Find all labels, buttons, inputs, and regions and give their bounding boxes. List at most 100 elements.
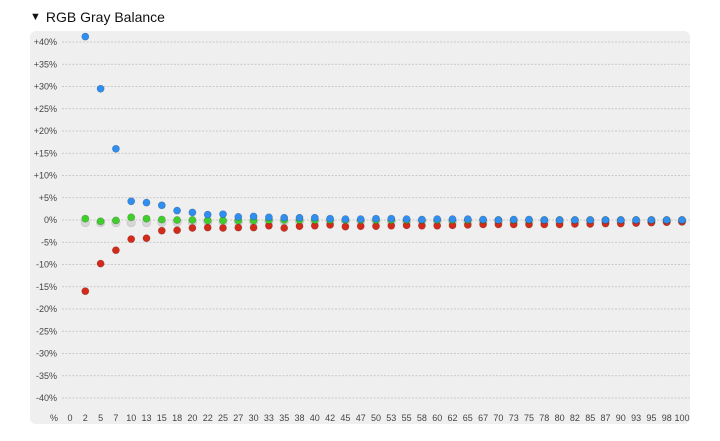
- green-point: [96, 217, 105, 226]
- red-point: [112, 246, 120, 255]
- x-tick-label: 98: [662, 413, 672, 423]
- blue-point: [142, 198, 151, 207]
- y-tick-label: -5%: [41, 237, 57, 247]
- x-tick-label: 5: [98, 413, 103, 423]
- y-tick-label: +10%: [34, 171, 57, 181]
- red-point: [341, 222, 350, 231]
- y-tick-label: +25%: [34, 104, 57, 114]
- y-tick-label: +15%: [34, 148, 57, 158]
- blue-point: [540, 216, 549, 224]
- x-tick-label: 82: [570, 413, 580, 423]
- x-axis-ticks: % 0 2 5 7 10 13 15 18 20 22 25 27 30 33 35 38 40 42 45 47 50 5…: [50, 413, 690, 423]
- x-tick-label: 15: [157, 413, 167, 423]
- y-tick-label: -35%: [36, 371, 57, 381]
- blue-point: [127, 197, 136, 206]
- blue-point: [310, 213, 319, 222]
- blue-point: [157, 201, 166, 210]
- x-tick-label: 73: [509, 413, 519, 423]
- blue-point: [616, 216, 625, 224]
- red-point: [219, 224, 227, 232]
- red-point: [234, 223, 243, 232]
- x-tick-label: 50: [371, 413, 381, 423]
- red-point: [188, 224, 197, 232]
- blue-point: [81, 32, 90, 41]
- y-tick-label: +30%: [34, 82, 57, 92]
- x-tick-label: 75: [524, 413, 534, 423]
- blue-point: [417, 215, 426, 224]
- red-point: [280, 224, 289, 232]
- green-point: [127, 213, 136, 222]
- x-tick-label: 58: [417, 413, 427, 423]
- y-tick-label: +5%: [39, 193, 57, 203]
- blue-point: [463, 215, 472, 224]
- blue-point: [509, 215, 518, 224]
- section-header-toggle[interactable]: ▼ RGB Gray Balance: [30, 7, 165, 27]
- y-axis-ticks: +40% +35% +30% +25% +20% +15% +10% +5% 0% -5% -10%…: [34, 37, 57, 403]
- red-point: [142, 234, 151, 243]
- green-point: [142, 214, 151, 223]
- blue-point: [678, 216, 686, 224]
- collapse-caret-icon[interactable]: ▼: [30, 11, 41, 23]
- blue-point: [601, 216, 610, 224]
- x-tick-label: 18: [172, 413, 182, 423]
- x-tick-label: 70: [493, 413, 503, 423]
- blue-point: [402, 215, 411, 224]
- x-tick-label: 10: [126, 413, 136, 423]
- chart-title: RGB Gray Balance: [45, 9, 165, 25]
- x-tick-label: 100: [674, 413, 689, 423]
- red-point: [203, 223, 212, 232]
- blue-point: [219, 210, 227, 219]
- x-tick-label: 0: [67, 413, 72, 423]
- x-tick-label: 87: [600, 413, 610, 423]
- x-tick-label: 85: [585, 413, 595, 423]
- blue-point: [295, 213, 304, 222]
- blue-point: [188, 208, 197, 217]
- blue-point: [479, 215, 487, 224]
- blue-point: [387, 214, 396, 223]
- y-tick-label: +20%: [34, 126, 57, 136]
- x-tick-label: 65: [463, 413, 473, 423]
- red-point: [96, 259, 105, 268]
- x-tick-label: 53: [386, 413, 396, 423]
- blue-point: [586, 216, 595, 224]
- blue-point: [555, 216, 564, 224]
- red-point: [127, 235, 136, 244]
- blue-point: [264, 213, 273, 222]
- x-tick-label: 47: [356, 413, 366, 423]
- blue-point: [96, 84, 105, 93]
- y-tick-label: 0%: [44, 215, 57, 225]
- x-tick-label: 38: [294, 413, 304, 423]
- green-point: [112, 216, 120, 225]
- blue-point: [632, 216, 640, 224]
- x-tick-label: 67: [478, 413, 488, 423]
- x-tick-label: 78: [539, 413, 549, 423]
- x-tick-label: 7: [113, 413, 118, 423]
- x-tick-label: 80: [555, 413, 565, 423]
- x-tick-label: 20: [187, 413, 197, 423]
- blue-point: [234, 212, 243, 221]
- x-tick-label: 90: [616, 413, 626, 423]
- y-tick-label: +40%: [34, 37, 57, 47]
- y-tick-label: -10%: [36, 260, 57, 270]
- green-point: [188, 216, 197, 224]
- blue-point: [341, 215, 350, 224]
- blue-point: [662, 216, 671, 224]
- x-tick-label: 42: [325, 413, 335, 423]
- blue-point: [647, 216, 656, 224]
- red-point: [173, 226, 181, 235]
- blue-point: [525, 215, 533, 224]
- x-tick-label: 2: [83, 413, 88, 423]
- red-point: [157, 226, 166, 235]
- blue-point: [249, 212, 258, 221]
- x-tick-label: 40: [310, 413, 320, 423]
- red-point: [249, 223, 258, 232]
- green-point: [81, 214, 90, 223]
- y-tick-label: -20%: [36, 304, 57, 314]
- x-tick-label: 25: [218, 413, 228, 423]
- green-point: [173, 216, 181, 224]
- blue-point: [326, 214, 334, 223]
- x-tick-label: 45: [340, 413, 350, 423]
- x-tick-label: 62: [447, 413, 457, 423]
- x-tick-label: 30: [249, 413, 259, 423]
- data-points: [80, 32, 687, 296]
